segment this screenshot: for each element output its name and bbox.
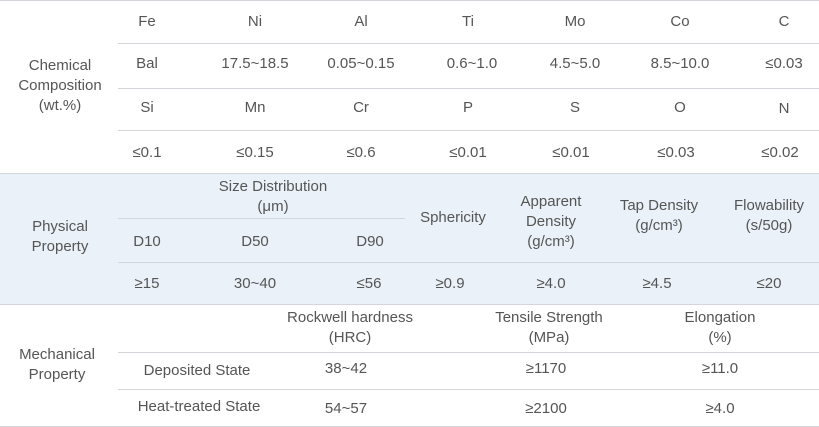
- header-line: Size Distribution: [218, 178, 328, 195]
- tap-density-value: ≥4.5: [642, 275, 672, 292]
- divider: [118, 130, 819, 131]
- value-mo: 4.5~5.0: [549, 55, 601, 72]
- label-line: Chemical: [28, 57, 92, 74]
- element-p: P: [462, 99, 474, 116]
- divider: [118, 43, 819, 44]
- value-si: ≤0.1: [132, 144, 162, 161]
- header-line: Tap Density: [619, 197, 699, 214]
- label-line: (wt.%): [38, 97, 82, 114]
- value-n: ≤0.02: [761, 144, 799, 161]
- element-mo: Mo: [564, 13, 586, 30]
- header-line: (MPa): [528, 329, 570, 346]
- label-line: Composition: [18, 77, 102, 94]
- divider: [0, 304, 819, 305]
- tap-density-header: Tap Density (g/cm³): [620, 196, 698, 236]
- element-si: Si: [140, 99, 154, 116]
- label-line: Physical: [32, 218, 88, 235]
- element-cr: Cr: [353, 99, 369, 116]
- divider: [118, 352, 819, 353]
- d10-label: D10: [133, 233, 161, 250]
- deposited-elongation-value: ≥11.0: [701, 360, 739, 377]
- d50-label: D50: [241, 233, 269, 250]
- apparent-density-value: ≥4.0: [536, 275, 566, 292]
- sphericity-header: Sphericity: [420, 209, 486, 226]
- chemical-composition-label: Chemical Composition (wt.%): [18, 56, 101, 116]
- d90-label: D90: [356, 233, 384, 250]
- deposited-tensile-value: ≥1170: [525, 360, 567, 377]
- flowability-value: ≤20: [756, 275, 782, 292]
- value-cr: ≤0.6: [346, 144, 376, 161]
- value-mn: ≤0.15: [236, 144, 274, 161]
- element-s: S: [569, 99, 581, 116]
- mechanical-property-label: Mechanical Property: [19, 345, 95, 385]
- element-mn: Mn: [244, 99, 266, 116]
- header-line: Flowability: [733, 197, 805, 214]
- value-c: ≤0.03: [765, 55, 803, 72]
- element-fe: Fe: [138, 13, 156, 30]
- value-co: 8.5~10.0: [650, 55, 710, 72]
- element-ti: Ti: [462, 13, 474, 30]
- element-ni: Ni: [247, 13, 263, 30]
- d90-value: ≤56: [356, 275, 382, 292]
- deposited-hardness-value: 38~42: [324, 360, 368, 377]
- header-line: (μm): [257, 198, 289, 215]
- value-o: ≤0.03: [657, 144, 695, 161]
- header-line: (g/cm³): [527, 233, 575, 250]
- heat-treated-state-label: Heat-treated State: [137, 398, 261, 415]
- element-co: Co: [670, 13, 690, 30]
- value-fe: Bal: [136, 55, 158, 72]
- value-al: 0.05~0.15: [327, 55, 395, 72]
- heat-treated-hardness-value: 54~57: [324, 400, 368, 417]
- apparent-density-header: Apparent Density (g/cm³): [521, 192, 582, 252]
- heat-treated-elongation-value: ≥4.0: [705, 400, 735, 417]
- value-s: ≤0.01: [552, 144, 590, 161]
- divider: [118, 218, 405, 219]
- header-line: Density: [525, 213, 577, 230]
- header-line: (g/cm³): [635, 217, 683, 234]
- d50-value: 30~40: [233, 275, 277, 292]
- label-line: Mechanical: [19, 346, 95, 363]
- physical-section-band: [0, 173, 819, 304]
- element-n: N: [778, 100, 790, 117]
- header-line: (HRC): [328, 329, 372, 346]
- element-c: C: [778, 13, 790, 30]
- element-o: O: [674, 99, 686, 116]
- d10-value: ≥15: [134, 275, 160, 292]
- value-p: ≤0.01: [449, 144, 487, 161]
- header-line: Elongation: [684, 309, 756, 326]
- header-line: Apparent: [520, 193, 582, 210]
- heat-treated-tensile-value: ≥2100: [525, 400, 567, 417]
- header-line: (%): [708, 329, 732, 346]
- header-line: Tensile Strength: [495, 309, 603, 326]
- divider: [118, 262, 819, 263]
- label-line: Property: [28, 366, 86, 383]
- divider: [118, 88, 819, 89]
- flowability-header: Flowability (s/50g): [734, 196, 804, 236]
- sphericity-value: ≥0.9: [435, 275, 465, 292]
- elongation-header: Elongation (%): [685, 308, 756, 348]
- divider: [118, 389, 819, 390]
- deposited-state-label: Deposited State: [143, 362, 251, 379]
- divider: [0, 173, 819, 174]
- physical-property-label: Physical Property: [32, 217, 89, 257]
- label-line: Property: [31, 238, 89, 255]
- header-line: Rockwell hardness: [287, 309, 413, 326]
- rockwell-hardness-header: Rockwell hardness (HRC): [287, 308, 413, 348]
- tensile-strength-header: Tensile Strength (MPa): [495, 308, 603, 348]
- value-ti: 0.6~1.0: [446, 55, 498, 72]
- value-ni: 17.5~18.5: [221, 55, 289, 72]
- element-al: Al: [354, 13, 368, 30]
- header-line: (s/50g): [745, 217, 793, 234]
- divider: [0, 0, 819, 1]
- size-distribution-header: Size Distribution (μm): [219, 177, 327, 217]
